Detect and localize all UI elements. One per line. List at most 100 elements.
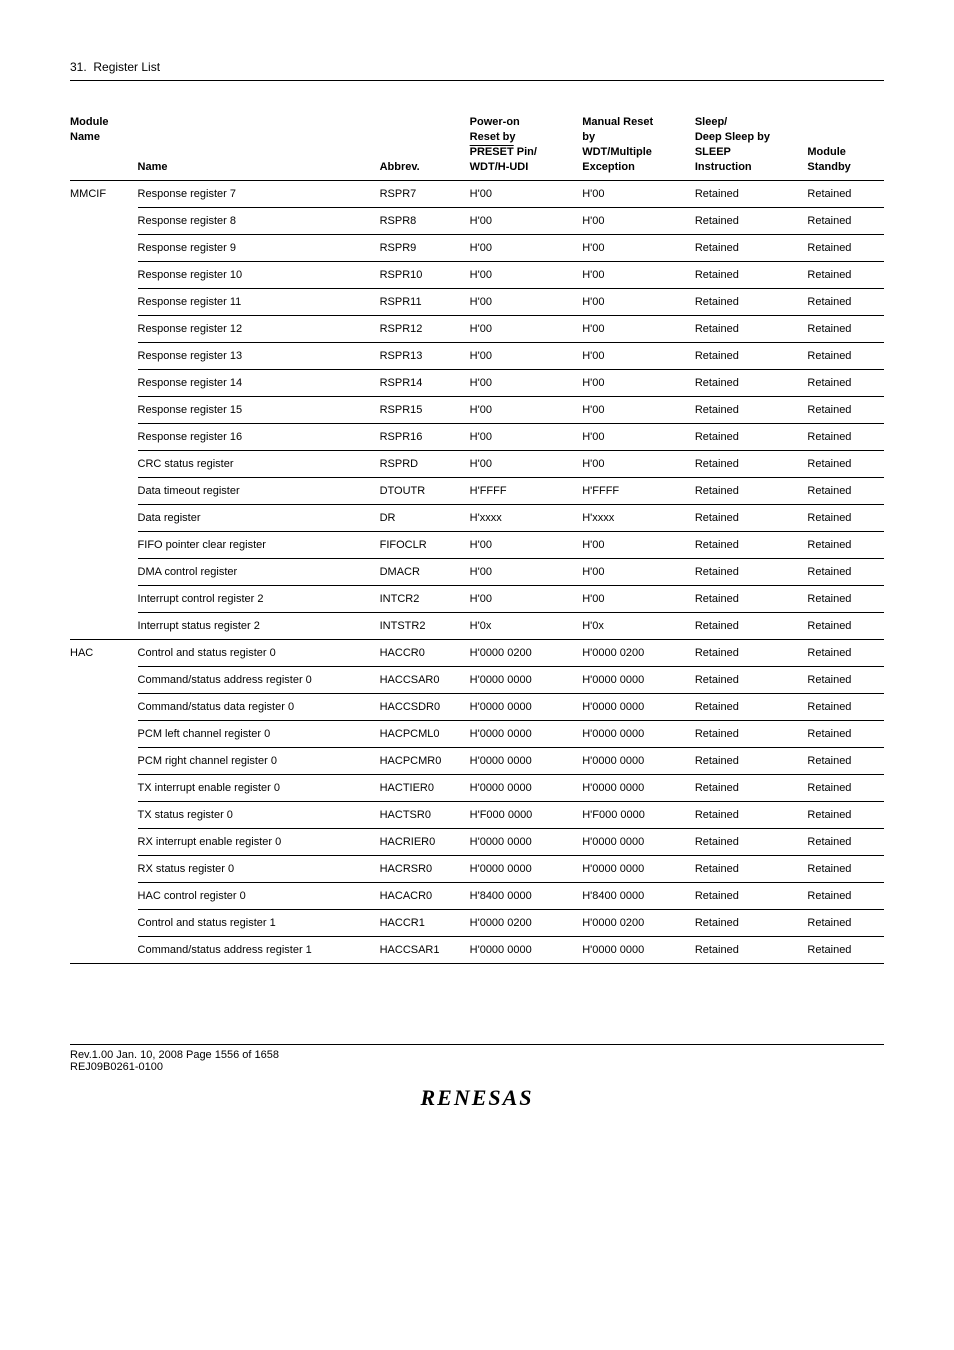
cell-standby: Retained (807, 424, 884, 451)
cell-abbrev: RSPR10 (380, 262, 470, 289)
cell-poweron: H'00 (470, 370, 583, 397)
cell-standby: Retained (807, 289, 884, 316)
cell-module (70, 802, 138, 829)
cell-abbrev: RSPR7 (380, 181, 470, 208)
cell-poweron: H'0000 0000 (470, 721, 583, 748)
cell-name: CRC status register (138, 451, 380, 478)
cell-module (70, 505, 138, 532)
cell-module (70, 883, 138, 910)
cell-manual: H'0000 0200 (582, 640, 695, 667)
cell-name: DMA control register (138, 559, 380, 586)
cell-manual: H'00 (582, 343, 695, 370)
cell-manual: H'0000 0200 (582, 910, 695, 937)
cell-abbrev: FIFOCLR (380, 532, 470, 559)
cell-sleep: Retained (695, 559, 808, 586)
cell-sleep: Retained (695, 613, 808, 640)
cell-manual: H'00 (582, 370, 695, 397)
th-standby: Module Standby (807, 111, 884, 181)
th-sleep: Sleep/ Deep Sleep by SLEEP Instruction (695, 111, 808, 181)
renesas-logo: RENESAS (420, 1085, 533, 1110)
cell-poweron: H'F000 0000 (470, 802, 583, 829)
cell-standby: Retained (807, 235, 884, 262)
cell-sleep: Retained (695, 910, 808, 937)
cell-poweron: H'00 (470, 235, 583, 262)
cell-module (70, 559, 138, 586)
cell-name: HAC control register 0 (138, 883, 380, 910)
table-row: FIFO pointer clear registerFIFOCLRH'00H'… (70, 532, 884, 559)
table-row: Command/status address register 1HACCSAR… (70, 937, 884, 964)
cell-standby: Retained (807, 262, 884, 289)
table-row: DMA control registerDMACRH'00H'00Retaine… (70, 559, 884, 586)
cell-name: Response register 15 (138, 397, 380, 424)
table-row: TX interrupt enable register 0HACTIER0H'… (70, 775, 884, 802)
th-poweron: Power-on Reset by PRESET Pin/ WDT/H-UDI (470, 111, 583, 181)
cell-abbrev: RSPRD (380, 451, 470, 478)
cell-module (70, 775, 138, 802)
cell-name: Response register 8 (138, 208, 380, 235)
cell-abbrev: HACTSR0 (380, 802, 470, 829)
table-row: Response register 8RSPR8H'00H'00Retained… (70, 208, 884, 235)
cell-manual: H'0x (582, 613, 695, 640)
cell-standby: Retained (807, 316, 884, 343)
cell-standby: Retained (807, 370, 884, 397)
cell-module (70, 451, 138, 478)
cell-module: HAC (70, 640, 138, 667)
cell-module (70, 586, 138, 613)
cell-poweron: H'00 (470, 397, 583, 424)
cell-module (70, 937, 138, 964)
cell-sleep: Retained (695, 721, 808, 748)
cell-abbrev: HACCSDR0 (380, 694, 470, 721)
cell-manual: H'8400 0000 (582, 883, 695, 910)
table-row: RX interrupt enable register 0HACRIER0H'… (70, 829, 884, 856)
cell-poweron: H'xxxx (470, 505, 583, 532)
cell-sleep: Retained (695, 586, 808, 613)
cell-standby: Retained (807, 451, 884, 478)
cell-abbrev: RSPR16 (380, 424, 470, 451)
cell-standby: Retained (807, 883, 884, 910)
cell-name: Response register 7 (138, 181, 380, 208)
cell-standby: Retained (807, 505, 884, 532)
cell-module (70, 667, 138, 694)
cell-sleep: Retained (695, 451, 808, 478)
cell-module (70, 532, 138, 559)
cell-sleep: Retained (695, 748, 808, 775)
cell-abbrev: HACCSAR1 (380, 937, 470, 964)
cell-module (70, 370, 138, 397)
cell-standby: Retained (807, 937, 884, 964)
cell-abbrev: HACCSAR0 (380, 667, 470, 694)
cell-sleep: Retained (695, 640, 808, 667)
table-row: Response register 16RSPR16H'00H'00Retain… (70, 424, 884, 451)
cell-manual: H'00 (582, 451, 695, 478)
th-module: Module Name (70, 111, 138, 181)
table-row: HAC control register 0HACACR0H'8400 0000… (70, 883, 884, 910)
cell-abbrev: HACRSR0 (380, 856, 470, 883)
cell-poweron: H'00 (470, 316, 583, 343)
cell-abbrev: RSPR8 (380, 208, 470, 235)
cell-abbrev: HACPCMR0 (380, 748, 470, 775)
cell-name: PCM left channel register 0 (138, 721, 380, 748)
cell-abbrev: HACPCML0 (380, 721, 470, 748)
cell-name: Response register 9 (138, 235, 380, 262)
th-name: Name (138, 111, 380, 181)
cell-poweron: H'0000 0000 (470, 775, 583, 802)
cell-standby: Retained (807, 775, 884, 802)
cell-module (70, 748, 138, 775)
cell-manual: H'00 (582, 559, 695, 586)
cell-poweron: H'00 (470, 586, 583, 613)
table-row: PCM left channel register 0HACPCML0H'000… (70, 721, 884, 748)
cell-sleep: Retained (695, 937, 808, 964)
cell-sleep: Retained (695, 883, 808, 910)
cell-name: PCM right channel register 0 (138, 748, 380, 775)
cell-standby: Retained (807, 667, 884, 694)
table-row: Command/status data register 0HACCSDR0H'… (70, 694, 884, 721)
cell-sleep: Retained (695, 424, 808, 451)
cell-poweron: H'00 (470, 262, 583, 289)
table-row: MMCIFResponse register 7RSPR7H'00H'00Ret… (70, 181, 884, 208)
cell-name: Response register 12 (138, 316, 380, 343)
table-row: Interrupt control register 2INTCR2H'00H'… (70, 586, 884, 613)
section-header: 31. Register List (70, 60, 884, 81)
table-row: RX status register 0HACRSR0H'0000 0000H'… (70, 856, 884, 883)
cell-standby: Retained (807, 829, 884, 856)
cell-name: TX interrupt enable register 0 (138, 775, 380, 802)
cell-name: Interrupt status register 2 (138, 613, 380, 640)
